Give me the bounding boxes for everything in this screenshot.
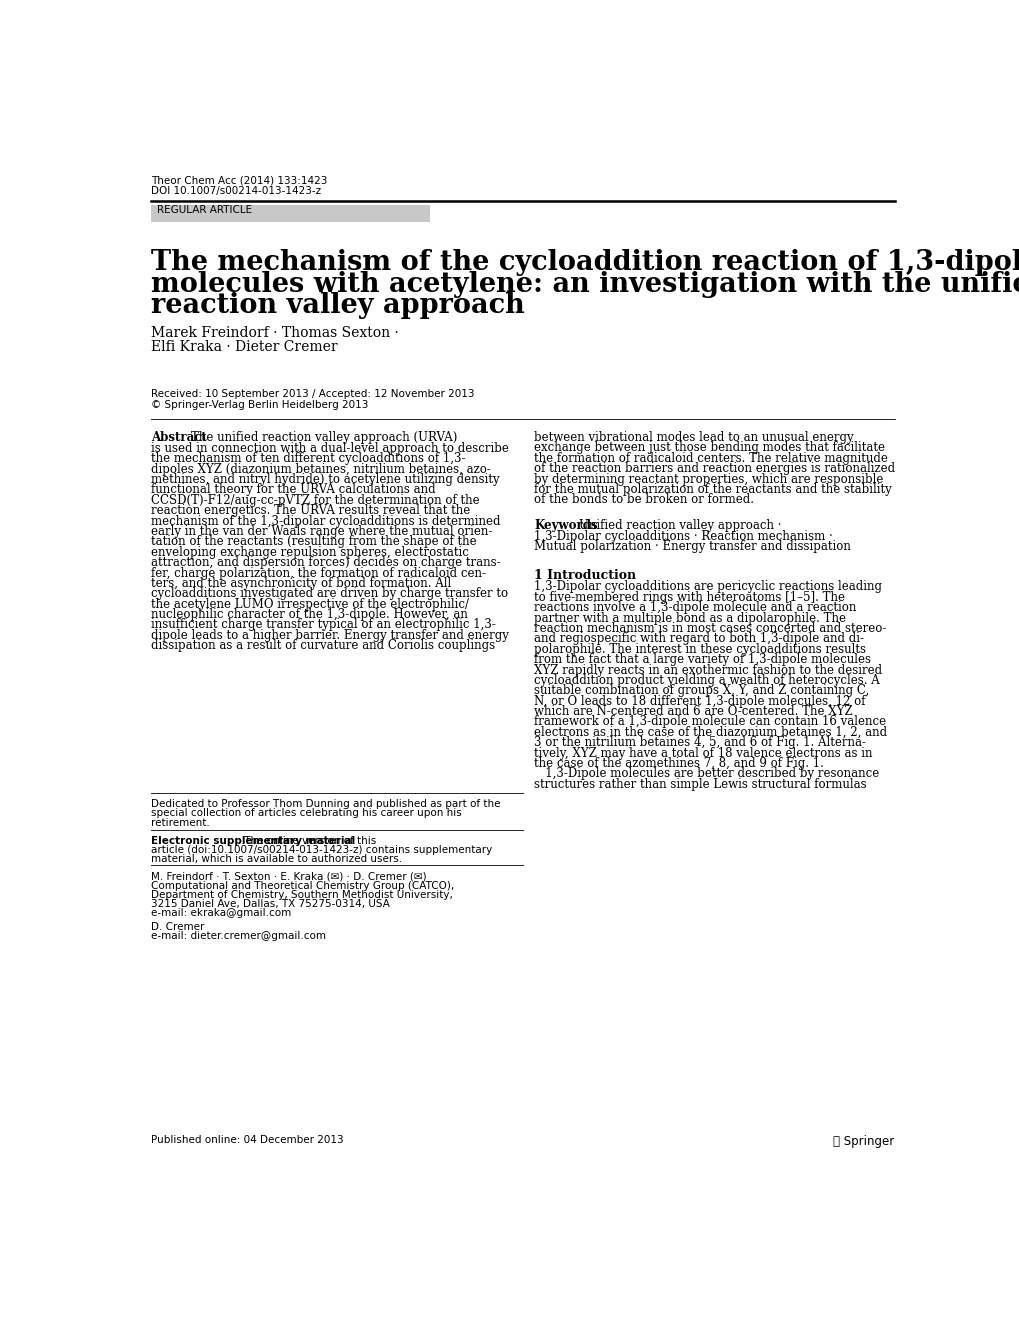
Text: functional theory for the URVA calculations and: functional theory for the URVA calculati…: [151, 483, 435, 496]
Text: Elfi Kraka · Dieter Cremer: Elfi Kraka · Dieter Cremer: [151, 341, 337, 354]
Text: 1,3-Dipolar cycloadditions are pericyclic reactions leading: 1,3-Dipolar cycloadditions are pericycli…: [534, 581, 881, 594]
Text: reactions involve a 1,3-dipole molecule and a reaction: reactions involve a 1,3-dipole molecule …: [534, 601, 856, 614]
Bar: [151, 205, 429, 222]
Text: reaction energetics. The URVA results reveal that the: reaction energetics. The URVA results re…: [151, 504, 470, 517]
Text: 1 Introduction: 1 Introduction: [534, 569, 636, 582]
Text: Abstract: Abstract: [151, 430, 206, 444]
Text: Department of Chemistry, Southern Methodist University,: Department of Chemistry, Southern Method…: [151, 890, 452, 900]
Text: structures rather than simple Lewis structural formulas: structures rather than simple Lewis stru…: [534, 777, 866, 791]
Text: fer, charge polarization, the formation of radicaloid cen-: fer, charge polarization, the formation …: [151, 566, 485, 579]
Text: The online version of this: The online version of this: [242, 836, 376, 846]
Text: XYZ rapidly reacts in an exothermic fashion to the desired: XYZ rapidly reacts in an exothermic fash…: [534, 664, 881, 677]
Text: by determining reactant properties, which are responsible: by determining reactant properties, whic…: [534, 473, 882, 486]
Text: 3215 Daniel Ave, Dallas, TX 75275-0314, USA: 3215 Daniel Ave, Dallas, TX 75275-0314, …: [151, 899, 389, 909]
Text: Mutual polarization · Energy transfer and dissipation: Mutual polarization · Energy transfer an…: [534, 540, 851, 553]
Text: Theor Chem Acc (2014) 133:1423: Theor Chem Acc (2014) 133:1423: [151, 176, 327, 185]
Text: of the reaction barriers and reaction energies is rationalized: of the reaction barriers and reaction en…: [534, 462, 895, 475]
Text: Electronic supplementary material: Electronic supplementary material: [151, 836, 355, 846]
Text: molecules with acetylene: an investigation with the unified: molecules with acetylene: an investigati…: [151, 271, 1019, 298]
Text: special collection of articles celebrating his career upon his: special collection of articles celebrati…: [151, 808, 461, 818]
Text: dipoles XYZ (diazonium betaines, nitrilium betaines, azo-: dipoles XYZ (diazonium betaines, nitrili…: [151, 462, 490, 475]
Text: Received: 10 September 2013 / Accepted: 12 November 2013: Received: 10 September 2013 / Accepted: …: [151, 389, 474, 400]
Text: material, which is available to authorized users.: material, which is available to authoriz…: [151, 854, 401, 865]
Text: between vibrational modes lead to an unusual energy: between vibrational modes lead to an unu…: [534, 430, 853, 444]
Text: from the fact that a large variety of 1,3-dipole molecules: from the fact that a large variety of 1,…: [534, 653, 870, 667]
Text: Keywords: Keywords: [534, 519, 597, 532]
Text: the case of the azomethines 7, 8, and 9 of Fig. 1.: the case of the azomethines 7, 8, and 9 …: [534, 758, 823, 770]
Text: Ⓢ Springer: Ⓢ Springer: [833, 1135, 894, 1148]
Text: REGULAR ARTICLE: REGULAR ARTICLE: [157, 206, 252, 215]
Text: M. Freindorf · T. Sexton · E. Kraka (✉) · D. Cremer (✉): M. Freindorf · T. Sexton · E. Kraka (✉) …: [151, 871, 426, 882]
Text: The unified reaction valley approach (URVA): The unified reaction valley approach (UR…: [191, 430, 457, 444]
Text: suitable combination of groups X, Y, and Z containing C,: suitable combination of groups X, Y, and…: [534, 684, 869, 697]
Text: for the mutual polarization of the reactants and the stability: for the mutual polarization of the react…: [534, 483, 892, 496]
Text: attraction, and dispersion forces) decides on charge trans-: attraction, and dispersion forces) decid…: [151, 556, 500, 569]
Text: Marek Freindorf · Thomas Sexton ·: Marek Freindorf · Thomas Sexton ·: [151, 326, 398, 341]
Text: tively, XYZ may have a total of 18 valence electrons as in: tively, XYZ may have a total of 18 valen…: [534, 747, 872, 760]
Text: Dedicated to Professor Thom Dunning and published as part of the: Dedicated to Professor Thom Dunning and …: [151, 799, 499, 809]
Text: reaction mechanism is in most cases concerted and stereo-: reaction mechanism is in most cases conc…: [534, 622, 886, 635]
Text: 1,3-Dipolar cycloadditions · Reaction mechanism ·: 1,3-Dipolar cycloadditions · Reaction me…: [534, 529, 833, 543]
Text: methines, and nitryl hydride) to acetylene utilizing density: methines, and nitryl hydride) to acetyle…: [151, 473, 499, 486]
Text: e-mail: dieter.cremer@gmail.com: e-mail: dieter.cremer@gmail.com: [151, 932, 325, 941]
Text: which are N-centered and 6 are O-centered. The XYZ: which are N-centered and 6 are O-centere…: [534, 705, 852, 718]
Text: cycloadditions investigated are driven by charge transfer to: cycloadditions investigated are driven b…: [151, 587, 507, 601]
Text: the acetylene LUMO irrespective of the electrophilic/: the acetylene LUMO irrespective of the e…: [151, 598, 469, 611]
Text: D. Cremer: D. Cremer: [151, 923, 204, 932]
Text: N, or O leads to 18 different 1,3-dipole molecules, 12 of: N, or O leads to 18 different 1,3-dipole…: [534, 694, 865, 708]
Text: e-mail: ekraka@gmail.com: e-mail: ekraka@gmail.com: [151, 908, 290, 919]
Text: Computational and Theoretical Chemistry Group (CATCO),: Computational and Theoretical Chemistry …: [151, 880, 453, 891]
Text: polarophile. The interest in these cycloadditions results: polarophile. The interest in these cyclo…: [534, 643, 865, 656]
Text: The mechanism of the cycloaddition reaction of 1,3-dipole: The mechanism of the cycloaddition react…: [151, 249, 1019, 276]
Text: 3 or the nitrilium betaines 4, 5, and 6 of Fig. 1. Alterna-: 3 or the nitrilium betaines 4, 5, and 6 …: [534, 737, 865, 750]
Text: of the bonds to be broken or formed.: of the bonds to be broken or formed.: [534, 494, 754, 507]
Text: is used in connection with a dual-level approach to describe: is used in connection with a dual-level …: [151, 442, 508, 455]
Text: 1,3-Dipole molecules are better described by resonance: 1,3-Dipole molecules are better describe…: [534, 767, 878, 780]
Text: the mechanism of ten different cycloadditions of 1,3-: the mechanism of ten different cycloaddi…: [151, 453, 465, 465]
Text: insufficient charge transfer typical of an electrophilic 1,3-: insufficient charge transfer typical of …: [151, 619, 495, 631]
Text: © Springer-Verlag Berlin Heidelberg 2013: © Springer-Verlag Berlin Heidelberg 2013: [151, 400, 368, 411]
Text: the formation of radicaloid centers. The relative magnitude: the formation of radicaloid centers. The…: [534, 451, 888, 465]
Text: to five-membered rings with heteroatoms [1–5]. The: to five-membered rings with heteroatoms …: [534, 591, 845, 603]
Text: reaction valley approach: reaction valley approach: [151, 293, 524, 319]
Text: cycloaddition product yielding a wealth of heterocycles. A: cycloaddition product yielding a wealth …: [534, 675, 879, 686]
Text: electrons as in the case of the diazonium betaines 1, 2, and: electrons as in the case of the diazoniu…: [534, 726, 887, 739]
Text: tation of the reactants (resulting from the shape of the: tation of the reactants (resulting from …: [151, 536, 476, 548]
Text: retirement.: retirement.: [151, 817, 209, 828]
Text: ters, and the asynchronicity of bond formation. All: ters, and the asynchronicity of bond for…: [151, 577, 450, 590]
Text: Unified reaction valley approach ·: Unified reaction valley approach ·: [579, 519, 781, 532]
Text: early in the van der Waals range where the mutual orien-: early in the van der Waals range where t…: [151, 525, 491, 539]
Text: enveloping exchange repulsion spheres, electrostatic: enveloping exchange repulsion spheres, e…: [151, 545, 468, 558]
Text: partner with a multiple bond as a dipolarophile. The: partner with a multiple bond as a dipola…: [534, 611, 846, 624]
Text: nucleophilic character of the 1,3-dipole. However, an: nucleophilic character of the 1,3-dipole…: [151, 609, 467, 622]
Text: exchange between just those bending modes that facilitate: exchange between just those bending mode…: [534, 441, 884, 454]
Text: framework of a 1,3-dipole molecule can contain 16 valence: framework of a 1,3-dipole molecule can c…: [534, 715, 886, 729]
Text: dipole leads to a higher barrier. Energy transfer and energy: dipole leads to a higher barrier. Energy…: [151, 628, 508, 642]
Text: dissipation as a result of curvature and Coriolis couplings: dissipation as a result of curvature and…: [151, 639, 494, 652]
Text: CCSD(T)-F12/aug-cc-pVTZ for the determination of the: CCSD(T)-F12/aug-cc-pVTZ for the determin…: [151, 494, 479, 507]
Text: and regiospecific with regard to both 1,3-dipole and di-: and regiospecific with regard to both 1,…: [534, 632, 863, 645]
Text: article (doi:10.1007/s00214-013-1423-z) contains supplementary: article (doi:10.1007/s00214-013-1423-z) …: [151, 845, 491, 855]
Text: mechanism of the 1,3-dipolar cycloadditions is determined: mechanism of the 1,3-dipolar cycloadditi…: [151, 515, 499, 528]
Text: DOI 10.1007/s00214-013-1423-z: DOI 10.1007/s00214-013-1423-z: [151, 186, 321, 197]
Text: Published online: 04 December 2013: Published online: 04 December 2013: [151, 1135, 343, 1144]
